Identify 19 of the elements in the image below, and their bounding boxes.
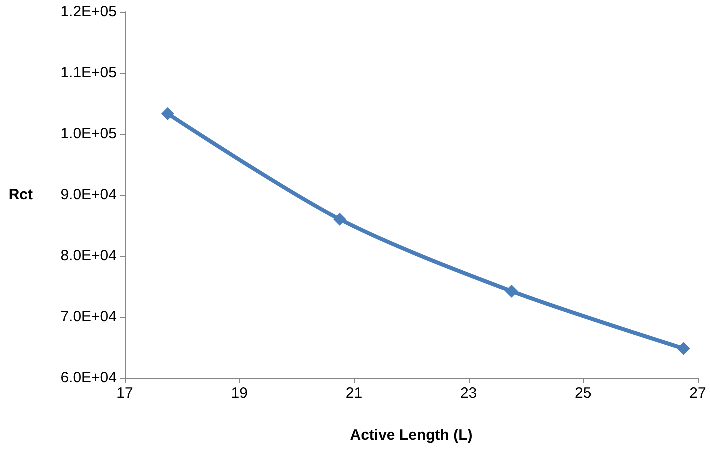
y-axis-title: Rct [8, 186, 34, 204]
y-tick-label: 7.0E+04 [60, 308, 117, 326]
point [333, 212, 346, 226]
point [505, 284, 518, 298]
x-axis-title: Active Length (L) [350, 427, 473, 444]
point [677, 342, 690, 356]
y-tick-label: 6.0E+04 [60, 370, 117, 386]
y-tick-label: 1.0E+05 [60, 126, 117, 142]
point [161, 107, 174, 120]
x-tick-label: 27 [690, 385, 706, 402]
x-tick-label: 25 [575, 385, 592, 402]
x-tick-label: 17 [116, 385, 134, 402]
y-tick-label: 1.2E+05 [60, 4, 117, 20]
y-tick-label: 1.1E+05 [60, 64, 117, 82]
y-tick-label: 8.0E+04 [60, 248, 117, 264]
x-tick-label: 21 [346, 385, 363, 402]
x-tick-label: 23 [460, 385, 478, 402]
x-tick-label: 19 [231, 385, 248, 402]
y-tick-label: 9.0E+04 [60, 186, 117, 204]
